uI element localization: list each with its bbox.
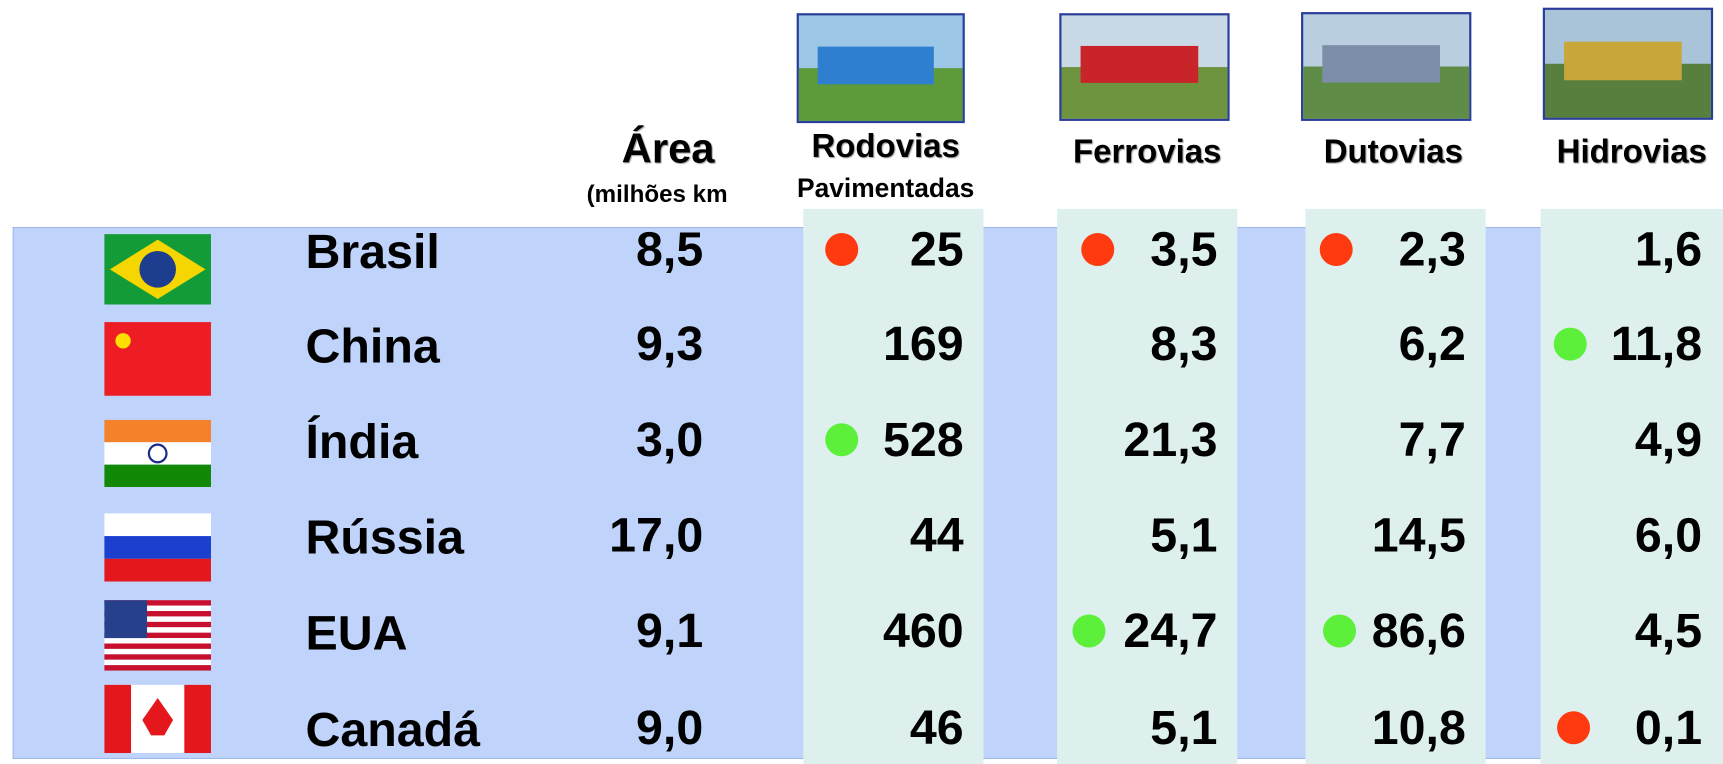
- flag: [104, 684, 211, 754]
- cell-value: 460: [883, 604, 964, 658]
- highlight-dot: [825, 423, 859, 457]
- highlight-dot: [825, 233, 859, 267]
- area-value: 17,0: [609, 508, 703, 562]
- country: Índia: [305, 415, 419, 469]
- cell-value: 3,5: [1150, 223, 1217, 277]
- cell-value: 2,3: [1399, 223, 1466, 277]
- flag-part: [104, 558, 211, 582]
- flag: [104, 419, 211, 487]
- flag-part: [104, 638, 211, 644]
- flag-part: [104, 665, 211, 671]
- flag-part: [104, 616, 211, 622]
- flag-part: [104, 659, 211, 666]
- highlight-dot: [1081, 233, 1115, 267]
- flag-part: [104, 627, 211, 633]
- cell-value: 21,3: [1123, 413, 1217, 467]
- cell-value: 86,6: [1372, 604, 1466, 658]
- area-header: Área: [622, 125, 716, 172]
- column-title: Dutovias: [1324, 133, 1463, 170]
- flag-part: [147, 443, 168, 464]
- highlight-dot: [1072, 614, 1106, 648]
- flag-part: [104, 322, 211, 396]
- cell-value: 8,3: [1150, 317, 1217, 371]
- column-shade: [1305, 208, 1486, 764]
- cell-value: 24,7: [1123, 604, 1217, 658]
- photo-subject: [1564, 41, 1682, 81]
- flag-part: [104, 648, 211, 655]
- flag-part: [104, 600, 211, 606]
- cell-value: 46: [910, 701, 964, 755]
- cell-value: 169: [883, 317, 964, 371]
- area-value: 9,3: [636, 317, 703, 371]
- flag-part: [142, 698, 174, 736]
- country: Brasil: [305, 225, 439, 279]
- area-value: 9,0: [636, 701, 703, 755]
- flag-part: [104, 600, 148, 639]
- cell-value: 1,6: [1635, 223, 1702, 277]
- country: China: [305, 319, 440, 373]
- column-title: Hidrovias: [1557, 133, 1707, 170]
- area-unit: (milhões km: [587, 181, 728, 208]
- flag-part: [104, 419, 211, 443]
- flag-part: [104, 464, 211, 487]
- cell-value: 44: [910, 508, 964, 562]
- column-shade: [803, 208, 984, 764]
- flag-part: [104, 605, 211, 612]
- flag: [104, 322, 211, 396]
- highlight-dot: [1319, 233, 1353, 267]
- area-value: 3,0: [636, 413, 703, 467]
- flag-part: [104, 621, 211, 628]
- flag-part: [104, 513, 211, 537]
- area-value: 8,5: [636, 223, 703, 277]
- flag-part: [104, 536, 211, 559]
- column-shade: [1540, 208, 1723, 764]
- flag-part: [139, 251, 176, 288]
- flag-part: [104, 643, 211, 649]
- flag-part: [104, 632, 211, 639]
- flag: [104, 234, 211, 305]
- flag: [104, 600, 211, 671]
- cell-value: 4,5: [1635, 604, 1702, 658]
- column-title: Ferrovias: [1073, 133, 1221, 170]
- flag: [104, 513, 211, 582]
- photo-subject: [817, 46, 934, 85]
- cell-value: 5,1: [1150, 508, 1217, 562]
- country: Canadá: [305, 703, 480, 757]
- cell-value: 25: [910, 223, 964, 277]
- flag-part: [115, 333, 131, 349]
- country: EUA: [305, 606, 407, 660]
- cell-value: 0,1: [1635, 701, 1702, 755]
- cell-value: 7,7: [1399, 413, 1466, 467]
- photo-subject: [1080, 45, 1199, 83]
- column-shade: [1057, 208, 1238, 764]
- flag-part: [184, 684, 211, 754]
- flag-part: [104, 611, 211, 617]
- highlight-dot: [1323, 614, 1356, 648]
- cell-value: 6,0: [1635, 508, 1702, 562]
- cell-value: 5,1: [1150, 701, 1217, 755]
- cell-value: 14,5: [1372, 508, 1466, 562]
- cell-value: 528: [883, 413, 964, 467]
- cell-value: 10,8: [1372, 701, 1466, 755]
- highlight-dot: [1553, 327, 1587, 361]
- flag-part: [104, 684, 132, 754]
- cell-value: 11,8: [1611, 317, 1702, 371]
- highlight-dot: [1557, 711, 1591, 745]
- cell-value: 6,2: [1399, 317, 1466, 371]
- column-subtitle: Pavimentadas: [797, 173, 974, 203]
- photo-subject: [1322, 45, 1441, 83]
- flag-part: [104, 442, 211, 465]
- cell-value: 4,9: [1635, 413, 1702, 467]
- country: Rússia: [305, 511, 465, 565]
- flag-part: [104, 654, 211, 660]
- column-title: Rodovias: [811, 127, 959, 164]
- area-value: 9,1: [636, 604, 703, 658]
